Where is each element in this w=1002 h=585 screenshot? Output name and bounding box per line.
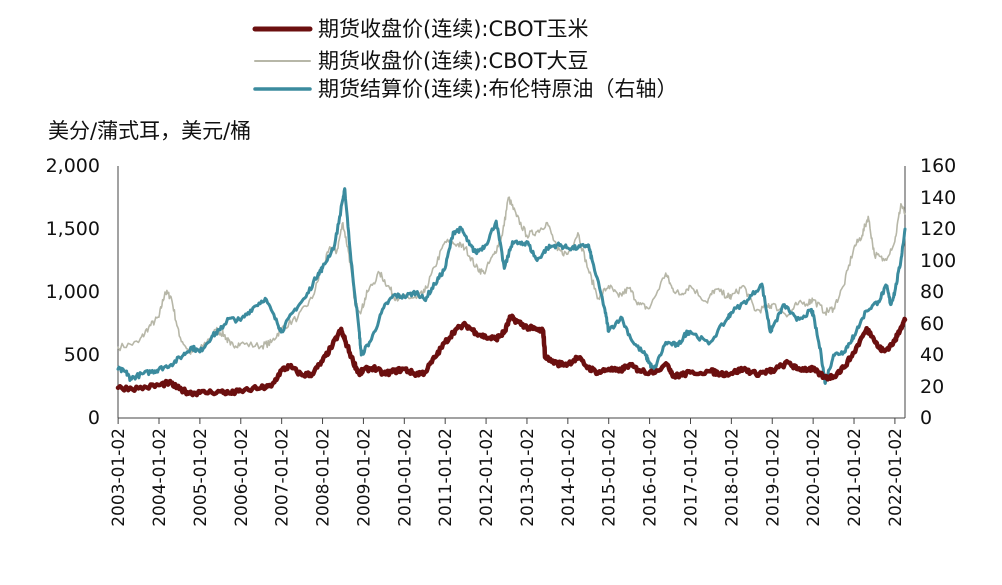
x-tick-label: 2004-01-02	[150, 428, 170, 527]
legend-item-brent: 期货结算价(连续):布伦特原油（右轴）	[253, 77, 677, 101]
x-tick-label: 2009-01-02	[354, 428, 374, 527]
x-tick-label: 2005-01-02	[191, 428, 211, 527]
right-tick-100: 100	[920, 250, 956, 272]
left-axis-unit-label: 美分/蒲式耳，美元/桶	[48, 119, 251, 143]
x-axis-ticks: 2003-01-02 2004-01-02 2005-01-02 2006-01-02…	[109, 418, 906, 527]
x-tick-label: 2013-01-02	[518, 428, 538, 527]
right-tick-0: 0	[920, 407, 932, 429]
x-tick-label: 2016-01-02	[641, 428, 661, 527]
right-tick-20: 20	[920, 376, 944, 398]
axes	[117, 166, 906, 419]
legend-item-soybean: 期货收盘价(连续):CBOT大豆	[254, 49, 589, 73]
left-tick-1500: 1,500	[46, 218, 100, 240]
x-tick-label: 2006-01-02	[232, 428, 252, 527]
right-y-ticks: 160 140 120 100 80 60 40 20 0	[920, 155, 956, 429]
legend-item-corn: 期货收盘价(连续):CBOT玉米	[252, 17, 589, 41]
left-tick-1000: 1,000	[46, 281, 100, 303]
x-tick-label: 2010-01-02	[395, 428, 415, 527]
right-tick-40: 40	[920, 344, 944, 366]
x-tick-label: 2021-01-02	[845, 428, 865, 527]
series-line-soybean	[117, 196, 906, 355]
x-tick-label: 2012-01-02	[477, 428, 497, 527]
right-tick-80: 80	[920, 281, 944, 303]
right-tick-140: 140	[920, 187, 956, 209]
right-tick-60: 60	[920, 313, 944, 335]
left-tick-0: 0	[88, 407, 100, 429]
x-tick-label: 2019-01-02	[763, 428, 783, 527]
legend-label-corn: 期货收盘价(连续):CBOT玉米	[318, 17, 589, 41]
legend-label-brent: 期货结算价(连续):布伦特原油（右轴）	[318, 77, 677, 101]
x-tick-label: 2007-01-02	[273, 428, 293, 527]
x-tick-label: 2020-01-02	[804, 428, 824, 527]
x-tick-label: 2014-01-02	[559, 428, 579, 527]
x-tick-label: 2017-01-02	[681, 428, 701, 527]
x-tick-label: 2022-01-02	[886, 428, 906, 527]
series-lines	[115, 187, 908, 398]
x-tick-label: 2008-01-02	[314, 428, 334, 527]
right-tick-160: 160	[920, 155, 956, 177]
right-tick-120: 120	[920, 218, 956, 240]
left-tick-2000: 2,000	[46, 155, 100, 177]
series-line-corn	[115, 313, 908, 398]
series-line-brent	[116, 187, 907, 385]
legend: 期货收盘价(连续):CBOT玉米 期货收盘价(连续):CBOT大豆 期货结算价(…	[252, 17, 677, 101]
x-tick-label: 2003-01-02	[109, 428, 129, 527]
x-tick-label: 2018-01-02	[722, 428, 742, 527]
left-tick-500: 500	[64, 344, 100, 366]
x-tick-label: 2015-01-02	[600, 428, 620, 527]
left-y-ticks: 2,000 1,500 1,000 500 0	[46, 155, 100, 429]
legend-label-soybean: 期货收盘价(连续):CBOT大豆	[318, 49, 589, 73]
x-tick-label: 2011-01-02	[436, 428, 456, 527]
